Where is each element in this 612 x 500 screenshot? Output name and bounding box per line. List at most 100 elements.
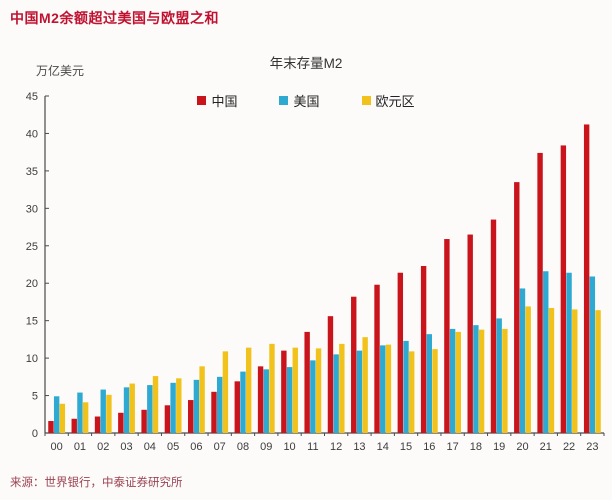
x-axis-tick-label: 17 bbox=[446, 441, 458, 453]
y-axis-tick-label: 10 bbox=[26, 353, 38, 365]
bar-欧元区-06 bbox=[199, 366, 205, 433]
bar-欧元区-12 bbox=[339, 343, 345, 433]
bar-美国-05 bbox=[170, 382, 176, 433]
bar-中国-09 bbox=[257, 366, 264, 433]
x-axis-tick-label: 14 bbox=[377, 441, 389, 453]
bar-欧元区-07 bbox=[222, 351, 229, 433]
bar-中国-20 bbox=[514, 182, 520, 433]
x-axis-tick-label: 22 bbox=[563, 441, 575, 453]
bar-美国-21 bbox=[543, 271, 549, 433]
x-axis-tick-label: 23 bbox=[586, 441, 598, 453]
bar-美国-17 bbox=[449, 328, 456, 433]
eurozone-color-swatch-icon bbox=[361, 96, 371, 105]
y-axis-tick-label: 5 bbox=[32, 391, 38, 403]
bar-中国-04 bbox=[141, 409, 147, 433]
bar-美国-18 bbox=[473, 325, 479, 433]
bar-欧元区-19 bbox=[502, 328, 508, 433]
y-axis-tick-label: 25 bbox=[26, 241, 38, 253]
bar-美国-10 bbox=[286, 367, 293, 433]
x-axis-tick-label: 09 bbox=[260, 441, 272, 453]
bar-欧元区-02 bbox=[106, 394, 112, 433]
bar-欧元区-17 bbox=[455, 331, 461, 433]
bar-中国-02 bbox=[94, 416, 101, 433]
bar-中国-13 bbox=[351, 296, 357, 433]
bar-中国-11 bbox=[304, 331, 310, 433]
bar-中国-07 bbox=[211, 391, 217, 433]
y-axis-tick-label: 30 bbox=[26, 203, 38, 215]
chart-legend: 中国 美国 欧元区 bbox=[0, 91, 612, 110]
bar-欧元区-23 bbox=[595, 310, 601, 433]
bar-中国-05 bbox=[164, 405, 171, 433]
x-axis-tick-label: 19 bbox=[493, 441, 505, 453]
bar-欧元区-21 bbox=[548, 307, 555, 433]
bar-欧元区-00 bbox=[59, 403, 66, 433]
x-axis-tick-label: 02 bbox=[97, 441, 109, 453]
bar-中国-22 bbox=[560, 145, 567, 433]
legend-item-eurozone: 欧元区 bbox=[361, 91, 415, 110]
bar-美国-23 bbox=[589, 276, 596, 433]
bar-欧元区-01 bbox=[82, 402, 89, 433]
bar-欧元区-09 bbox=[269, 343, 275, 433]
bar-美国-02 bbox=[100, 389, 106, 433]
x-axis-tick-label: 12 bbox=[330, 441, 342, 453]
y-axis-tick-label: 20 bbox=[26, 278, 38, 290]
bar-中国-12 bbox=[327, 316, 334, 433]
bar-中国-19 bbox=[490, 219, 497, 433]
bar-欧元区-10 bbox=[292, 347, 298, 433]
bar-美国-15 bbox=[403, 340, 409, 433]
bar-欧元区-22 bbox=[572, 309, 578, 433]
y-axis-unit-label: 万亿美元 bbox=[36, 64, 85, 78]
bar-中国-10 bbox=[281, 350, 287, 433]
bar-中国-17 bbox=[444, 239, 450, 433]
bar-美国-06 bbox=[193, 379, 200, 433]
bar-美国-08 bbox=[240, 371, 246, 433]
y-axis-tick-label: 0 bbox=[32, 428, 38, 440]
bar-美国-11 bbox=[310, 360, 316, 433]
y-axis-tick-label: 45 bbox=[26, 91, 38, 103]
x-axis-tick-label: 03 bbox=[120, 441, 132, 453]
bar-欧元区-05 bbox=[176, 378, 182, 433]
x-axis-tick-label: 11 bbox=[307, 441, 318, 453]
legend-label-usa: 美国 bbox=[293, 94, 320, 109]
bar-美国-20 bbox=[519, 288, 526, 433]
bar-欧元区-11 bbox=[315, 348, 322, 433]
x-axis-tick-label: 18 bbox=[470, 441, 482, 453]
bar-美国-16 bbox=[426, 334, 433, 433]
y-axis-tick-label: 40 bbox=[26, 128, 38, 140]
bar-中国-18 bbox=[467, 234, 473, 433]
bar-美国-14 bbox=[380, 345, 386, 433]
bar-美国-12 bbox=[333, 354, 339, 433]
y-axis-tick-label: 15 bbox=[26, 316, 38, 328]
page-title: 中国M2余额超过美国与欧盟之和 bbox=[10, 10, 219, 26]
bar-欧元区-15 bbox=[409, 351, 415, 433]
bar-中国-23 bbox=[583, 124, 590, 434]
bar-美国-19 bbox=[496, 318, 502, 433]
bar-美国-22 bbox=[566, 272, 572, 433]
bar-欧元区-20 bbox=[525, 306, 531, 433]
x-axis-tick-label: 16 bbox=[423, 441, 435, 453]
bar-美国-07 bbox=[216, 376, 223, 433]
x-axis-tick-label: 05 bbox=[167, 441, 179, 453]
x-axis-tick-label: 01 bbox=[74, 441, 86, 453]
bar-中国-03 bbox=[118, 412, 124, 433]
bar-欧元区-16 bbox=[432, 349, 438, 433]
bar-欧元区-08 bbox=[245, 347, 252, 433]
bar-中国-06 bbox=[188, 400, 194, 433]
x-axis-tick-label: 10 bbox=[283, 441, 295, 453]
bar-中国-08 bbox=[234, 381, 240, 433]
bar-美国-03 bbox=[123, 387, 130, 433]
bar-欧元区-13 bbox=[362, 337, 368, 433]
bar-中国-01 bbox=[71, 418, 77, 433]
x-axis-tick-label: 21 bbox=[540, 441, 552, 453]
bar-欧元区-03 bbox=[129, 383, 135, 433]
bar-美国-01 bbox=[77, 392, 83, 433]
bar-中国-14 bbox=[374, 284, 380, 433]
bar-中国-00 bbox=[48, 421, 54, 433]
bar-美国-00 bbox=[53, 396, 60, 433]
legend-item-usa: 美国 bbox=[279, 91, 320, 110]
x-axis-tick-label: 20 bbox=[516, 441, 528, 453]
bar-欧元区-04 bbox=[152, 376, 159, 433]
bar-欧元区-14 bbox=[385, 344, 392, 433]
